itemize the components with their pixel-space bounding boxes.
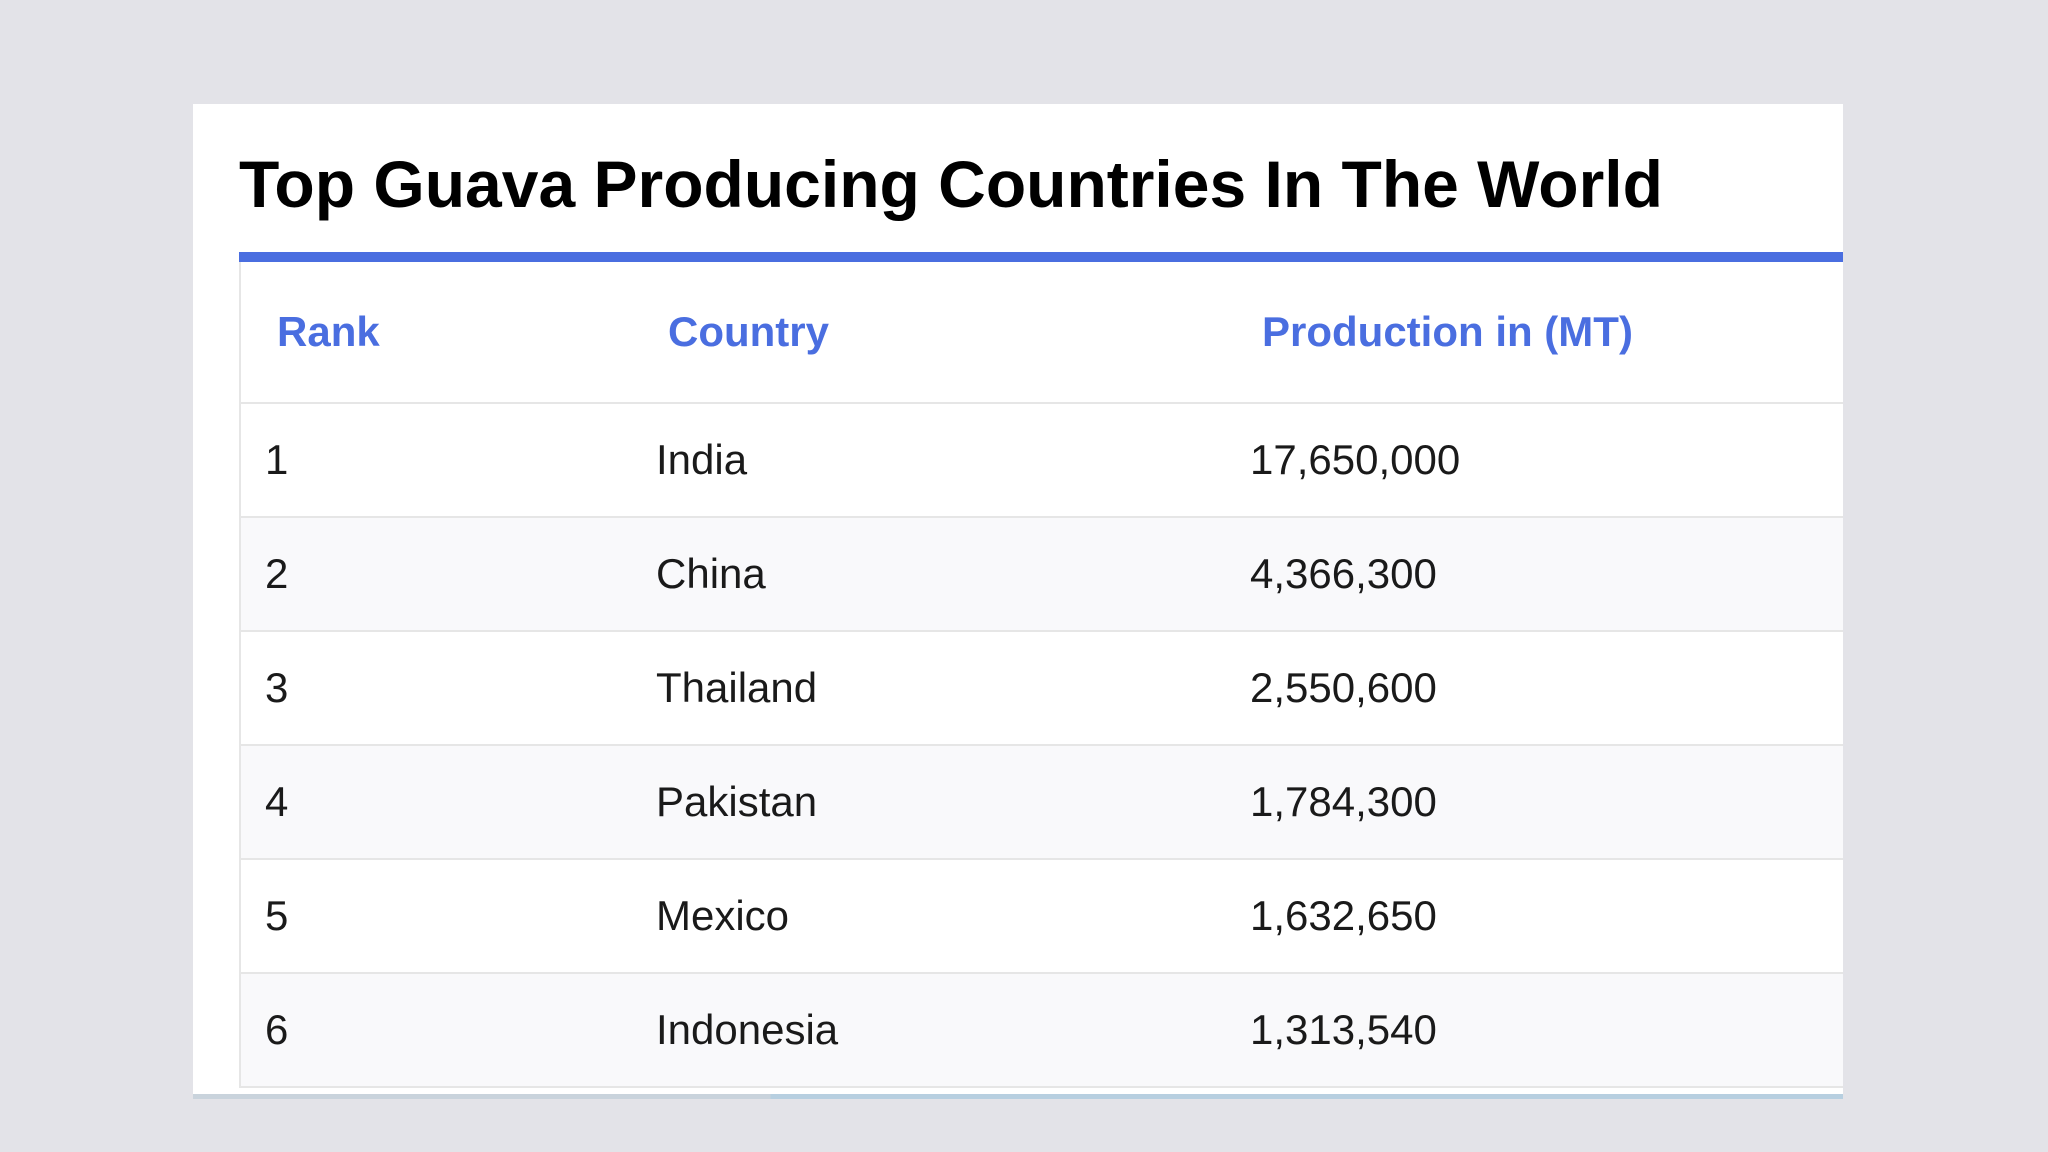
rank-cell: 1	[241, 403, 646, 518]
production-cell: 1,632,650	[1236, 859, 1843, 974]
country-cell: India	[646, 403, 1236, 518]
country-value: India	[656, 436, 748, 483]
production-value: 2,550,600	[1250, 664, 1437, 711]
table-body: 1 India 17,650,000 2 China 4,366,300 3 T…	[241, 403, 1843, 1088]
rank-cell: 3	[241, 631, 646, 746]
production-value: 4,366,300	[1250, 550, 1437, 597]
rank-value: 1	[265, 436, 289, 483]
rank-value: 2	[265, 550, 289, 597]
table-row: 5 Mexico 1,632,650	[241, 859, 1843, 974]
column-header-country-label: Country	[668, 308, 829, 355]
country-cell: China	[646, 517, 1236, 632]
country-cell: Thailand	[646, 631, 1236, 746]
column-header-rank-label: Rank	[277, 308, 380, 355]
rank-value: 4	[265, 778, 289, 825]
rank-value: 5	[265, 892, 289, 939]
card-bottom-border	[193, 1094, 1843, 1099]
rank-value: 3	[265, 664, 289, 711]
rank-cell: 5	[241, 859, 646, 974]
production-cell: 4,366,300	[1236, 517, 1843, 632]
rank-cell: 2	[241, 517, 646, 632]
country-value: Mexico	[656, 892, 790, 939]
country-cell: Indonesia	[646, 973, 1236, 1088]
production-table: Rank Country Production in (MT) 1 India …	[241, 262, 1843, 1088]
production-value: 1,784,300	[1250, 778, 1437, 825]
table-header: Rank Country Production in (MT)	[241, 262, 1843, 404]
page-title: Top Guava Producing Countries In The Wor…	[239, 147, 1663, 221]
rank-cell: 6	[241, 973, 646, 1088]
production-value: 1,313,540	[1250, 1006, 1437, 1053]
table-row: 3 Thailand 2,550,600	[241, 631, 1843, 746]
title-underline	[239, 252, 1843, 262]
table-row: 4 Pakistan 1,784,300	[241, 745, 1843, 860]
country-value: Indonesia	[656, 1006, 839, 1053]
table-row: 2 China 4,366,300	[241, 517, 1843, 632]
column-header-country: Country	[646, 262, 1236, 404]
production-value: 1,632,650	[1250, 892, 1437, 939]
country-cell: Mexico	[646, 859, 1236, 974]
column-header-rank: Rank	[241, 262, 646, 404]
production-table-container: Rank Country Production in (MT) 1 India …	[239, 262, 1843, 1088]
rank-cell: 4	[241, 745, 646, 860]
rank-value: 6	[265, 1006, 289, 1053]
table-row: 6 Indonesia 1,313,540	[241, 973, 1843, 1088]
column-header-production-label: Production in (MT)	[1262, 308, 1633, 355]
column-header-production: Production in (MT)	[1236, 262, 1843, 404]
country-value: Thailand	[656, 664, 818, 711]
table-row: 1 India 17,650,000	[241, 403, 1843, 518]
production-cell: 17,650,000	[1236, 403, 1843, 518]
table-header-row: Rank Country Production in (MT)	[241, 262, 1843, 404]
production-value: 17,650,000	[1250, 436, 1461, 483]
production-cell: 1,784,300	[1236, 745, 1843, 860]
country-cell: Pakistan	[646, 745, 1236, 860]
country-value: Pakistan	[656, 778, 818, 825]
article-card: Top Guava Producing Countries In The Wor…	[193, 104, 1843, 1094]
production-cell: 2,550,600	[1236, 631, 1843, 746]
production-cell: 1,313,540	[1236, 973, 1843, 1088]
country-value: China	[656, 550, 766, 597]
